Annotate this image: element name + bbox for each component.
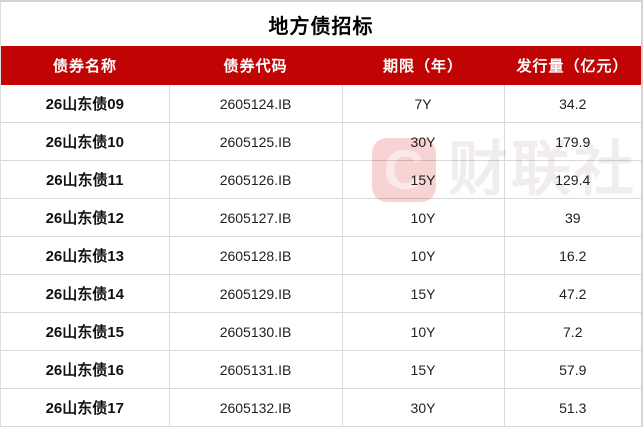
page-title: 地方债招标 [268,15,374,38]
bond-name-cell: 26山东债13 [1,236,170,275]
bond-code-cell: 2605130.IB [169,312,343,351]
bond-code-cell: 2605128.IB [169,236,343,275]
bond-code-cell: 2605124.IB [169,85,343,123]
bond-name-cell: 26山东债10 [1,122,170,161]
table-row: 26山东债13 2605128.IB 10Y 16.2 [1,236,641,275]
bond-table-header: 债券名称 债券代码 期限（年） 发行量（亿元） [1,46,641,85]
bond-code-cell: 2605131.IB [169,350,343,389]
volume-cell: 129.4 [504,160,641,199]
bond-code-cell: 2605132.IB [169,388,343,427]
table-row: 26山东债14 2605129.IB 15Y 47.2 [1,274,641,313]
bond-name-cell: 26山东债17 [1,388,170,427]
table-row: 26山东债09 2605124.IB 7Y 34.2 [1,85,641,123]
term-cell: 15Y [342,350,505,389]
table-row: 26山东债12 2605127.IB 10Y 39 [1,198,641,237]
volume-cell: 16.2 [504,236,641,275]
bond-code-cell: 2605129.IB [169,274,343,313]
bond-table: 债券名称 债券代码 期限（年） 发行量（亿元） 26山东债09 2605124.I… [1,46,641,427]
bond-code-cell: 2605125.IB [169,122,343,161]
header-row: 债券名称 债券代码 期限（年） 发行量（亿元） [1,46,641,85]
title-bar: 地方债招标 [1,2,641,46]
term-cell: 30Y [342,388,505,427]
term-cell: 10Y [342,312,505,351]
bond-code-cell: 2605126.IB [169,160,343,199]
bond-name-cell: 26山东债12 [1,198,170,237]
volume-cell: 57.9 [504,350,641,389]
term-cell: 30Y [342,122,505,161]
term-cell: 15Y [342,274,505,313]
volume-cell: 34.2 [504,85,641,123]
term-cell: 10Y [342,236,505,275]
volume-cell: 179.9 [504,122,641,161]
volume-cell: 51.3 [504,388,641,427]
volume-cell: 39 [504,198,641,237]
table-row: 26山东债16 2605131.IB 15Y 57.9 [1,350,641,389]
bond-name-cell: 26山东债16 [1,350,170,389]
table-row: 26山东债11 2605126.IB 15Y 129.4 [1,160,641,199]
bond-name-cell: 26山东债11 [1,160,170,199]
bond-name-cell: 26山东债15 [1,312,170,351]
table-row: 26山东债10 2605125.IB 30Y 179.9 [1,122,641,161]
bond-code-cell: 2605127.IB [169,198,343,237]
term-cell: 7Y [342,85,505,123]
term-cell: 10Y [342,198,505,237]
volume-cell: 7.2 [504,312,641,351]
table-row: 26山东债15 2605130.IB 10Y 7.2 [1,312,641,351]
bond-name-cell: 26山东债14 [1,274,170,313]
header-bond-code: 债券代码 [169,46,342,85]
bond-table-body: 26山东债09 2605124.IB 7Y 34.2 26山东债10 2605125.IB… [1,85,641,427]
header-term: 期限（年） [342,46,504,85]
header-bond-name: 债券名称 [1,46,169,85]
bond-name-cell: 26山东债09 [1,85,170,123]
table-row: 26山东债17 2605132.IB 30Y 51.3 [1,388,641,427]
term-cell: 15Y [342,160,505,199]
volume-cell: 47.2 [504,274,641,313]
header-issue-volume: 发行量（亿元） [504,46,641,85]
